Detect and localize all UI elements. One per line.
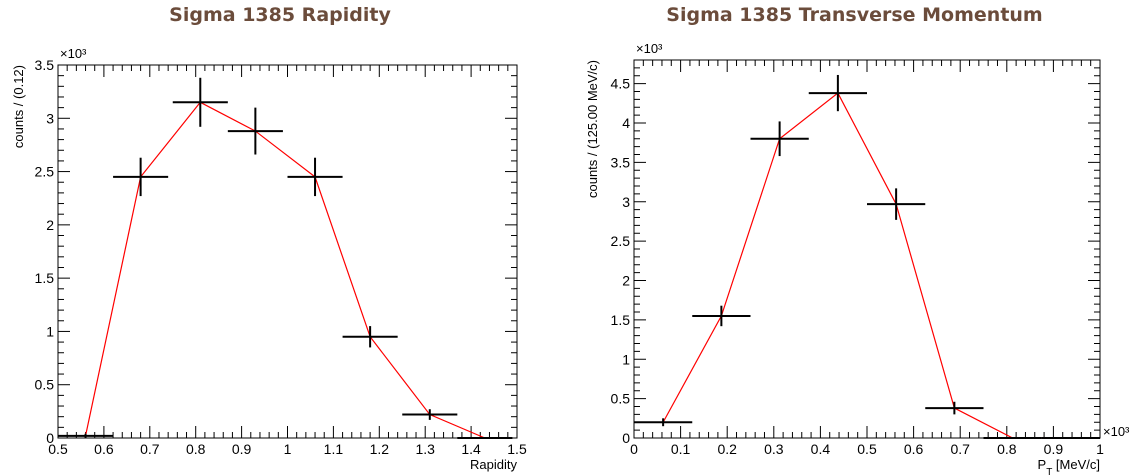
y-tick-label: 0.5 [35, 377, 55, 393]
x-tick-label: 0.5 [48, 441, 68, 457]
y-tick-label: 1 [622, 351, 630, 367]
x-axis-label: Rapidity [470, 457, 517, 472]
x-tick-label: 0.2 [717, 441, 737, 457]
x-tick-label: 0.6 [904, 441, 924, 457]
y-tick-label: 0 [622, 430, 630, 446]
y-tick-label: 3.5 [611, 154, 631, 170]
plot-frame-overlay [57, 64, 518, 439]
y-tick-label: 4 [622, 115, 630, 131]
y-tick-label: 3 [46, 110, 54, 126]
x-tick-label: 0 [630, 441, 638, 457]
y-tick-label: 2 [622, 273, 630, 289]
plot-frame [633, 59, 1101, 439]
y-axis-label: counts / (0.12) [11, 65, 26, 148]
x-axis-label: PT [MeV/c] [1038, 457, 1100, 476]
x-tick-label: 1.2 [370, 441, 390, 457]
x-tick-label: 1.4 [461, 441, 481, 457]
x-tick-label: 0.9 [232, 441, 252, 457]
x-tick-label: 0.8 [186, 441, 206, 457]
y-tick-label: 2.5 [611, 233, 631, 249]
y-tick-label: 1 [46, 323, 54, 339]
y-tick-label: 0 [46, 430, 54, 446]
y-tick-label: 1.5 [611, 312, 631, 328]
x-tick-label: 0.3 [764, 441, 784, 457]
series-line [84, 101, 486, 439]
x-tick-label: 1.1 [324, 441, 344, 457]
x-tick-label: 1 [1096, 441, 1104, 457]
transverse-momentum-chart-panel: Sigma 1385 Transverse Momentum 0 0.1 0.2 0.… [570, 0, 1139, 476]
rapidity-chart-panel: Sigma 1385 Rapidity 0.5 0.6 0.7 0.8 0.9 1 1.1 1… [0, 0, 560, 476]
plot-frame-overlay [633, 59, 1101, 439]
y-tick-label: 4.5 [611, 76, 631, 92]
x-tick-label: 0.7 [140, 441, 160, 457]
y-axis-multiplier: ×10³ [636, 41, 663, 56]
x-tick-label: 0.6 [94, 441, 114, 457]
x-tick-label: 1 [284, 441, 292, 457]
chart-title: Sigma 1385 Rapidity [169, 4, 391, 26]
x-tick-label: 1.5 [507, 441, 527, 457]
x-tick-label: 0.7 [950, 441, 970, 457]
y-tick-label: 0.5 [611, 391, 631, 407]
y-tick-label: 3.5 [35, 57, 55, 73]
x-tick-label: 0.5 [857, 441, 877, 457]
x-tick-label: 0.4 [811, 441, 831, 457]
y-axis-label: counts / (125.00 MeV/c) [585, 60, 600, 198]
transverse-momentum-chart: 0 0.1 0.2 0.3 0.4 0.5 0.6 0.7 0.8 0.9 1 0 0.5 1 1.5 2 2.… [585, 41, 1130, 476]
y-tick-label: 2.5 [35, 164, 55, 180]
y-axis-multiplier: ×10³ [60, 46, 87, 61]
x-tick-label: 1.3 [415, 441, 435, 457]
x-tick-label: 0.1 [671, 441, 691, 457]
series-line [662, 92, 1071, 439]
rapidity-chart: 0.5 0.6 0.7 0.8 0.9 1 1.1 1.2 1.3 1.4 1.500.511.52… [11, 46, 527, 472]
x-tick-label: 0.9 [1044, 441, 1064, 457]
plot-frame [57, 64, 518, 439]
chart-title: Sigma 1385 Transverse Momentum [666, 4, 1043, 26]
y-tick-label: 3 [622, 194, 630, 210]
x-tick-label: 0.8 [997, 441, 1017, 457]
y-tick-label: 1.5 [35, 270, 55, 286]
y-tick-label: 2 [46, 217, 54, 233]
x-axis-multiplier: ×10³ [1103, 424, 1130, 439]
